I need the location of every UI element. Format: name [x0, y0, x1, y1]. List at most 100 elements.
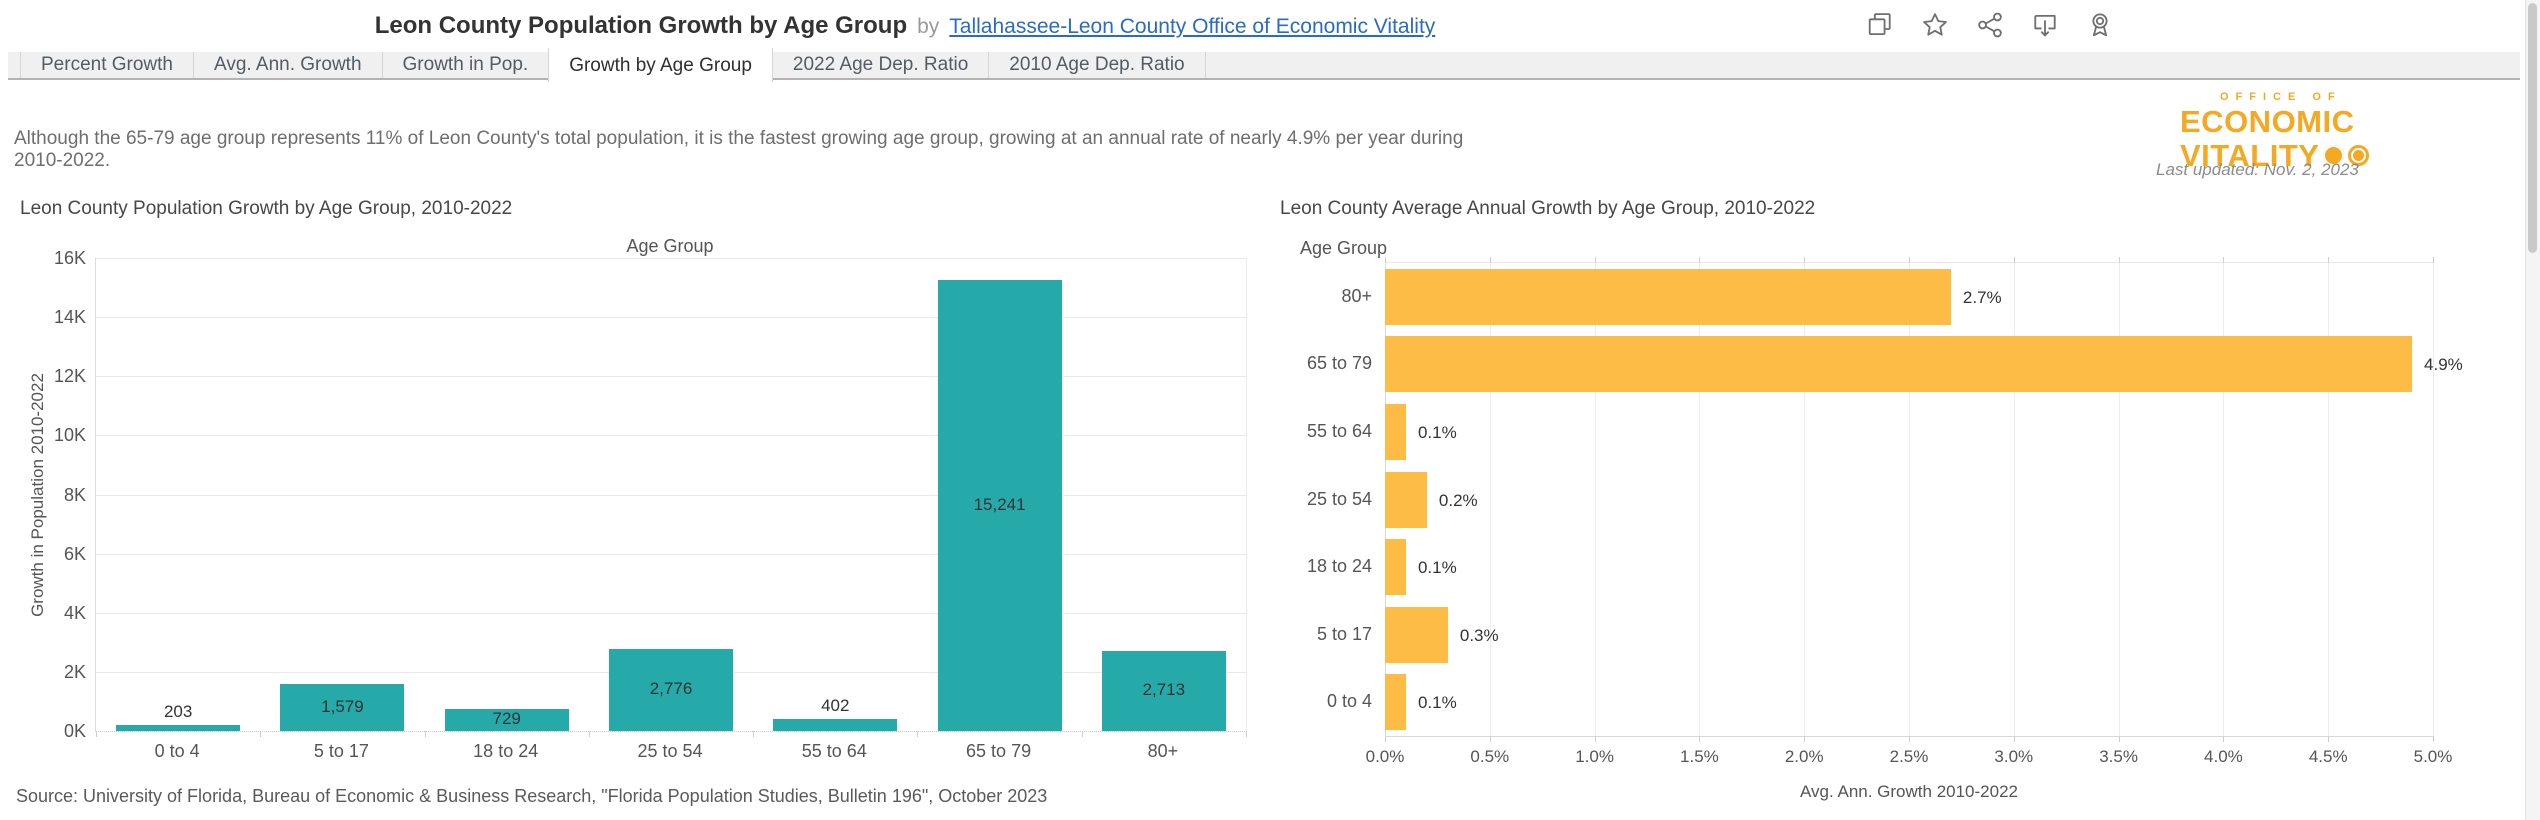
- tab-percent-growth[interactable]: Percent Growth: [20, 52, 193, 78]
- axis-tick: [1699, 257, 1701, 263]
- axis-tick: [1804, 257, 1806, 263]
- axis-tick: [1804, 736, 1806, 742]
- left-chart-y-axis-labels: 0K 2K 4K 6K 8K 10K 12K 14K 16K: [20, 248, 86, 741]
- tab-growth-by-age-group[interactable]: Growth by Age Group: [548, 48, 773, 82]
- y-tick-label: 14K: [53, 307, 86, 328]
- viz-action-toolbar: [1864, 9, 2116, 41]
- bar-value-label: 2,776: [649, 678, 693, 698]
- gridline: [1804, 263, 1806, 736]
- bar-55-to-64[interactable]: [1385, 403, 1406, 460]
- axis-tick: [917, 731, 919, 737]
- gridline: [96, 494, 1246, 496]
- bar-25-to-54[interactable]: [609, 648, 733, 731]
- tab-2022-age-dep-ratio[interactable]: 2022 Age Dep. Ratio: [792, 54, 969, 75]
- axis-tick: [1594, 736, 1596, 742]
- avg-annual-growth-plot: 2.7% 4.9% 0.1% 0.2% 0.1% 0.3% 0.1%: [1385, 257, 2463, 742]
- bar-value-label: 15,241: [973, 494, 1026, 514]
- axis-tick: [2223, 736, 2225, 742]
- axis-tick: [1385, 257, 1386, 263]
- page-title: Leon County Population Growth by Age Gro…: [374, 12, 908, 39]
- sheet-tabs: Percent Growth Avg. Ann. Growth Growth in …: [8, 48, 2520, 82]
- left-chart-category-labels: 0 to 4 5 to 17 18 to 24 25 to 54 55 to 64 65 …: [95, 733, 1245, 763]
- bar-5-to-17[interactable]: [1385, 606, 1448, 663]
- x-tick-label: 1.5%: [1680, 747, 1719, 766]
- logo-emblem-icon: [2323, 145, 2345, 166]
- tabbar-filler: [1204, 52, 2520, 78]
- bar-25-to-54[interactable]: [1385, 471, 1427, 528]
- author-link[interactable]: Tallahassee-Leon County Office of Econom…: [949, 15, 1436, 38]
- category-label: 5 to 17: [313, 741, 369, 761]
- axis-tick: [2013, 257, 2015, 263]
- bar-80[interactable]: [1385, 268, 1951, 325]
- bar-80[interactable]: [1101, 650, 1226, 731]
- category-label: 0 to 4: [1326, 691, 1372, 712]
- axis-tick: [1594, 257, 1596, 263]
- bar-18-to-24[interactable]: [444, 709, 569, 731]
- axis-tick: [1246, 731, 1247, 737]
- tab-2010-age-dep-ratio[interactable]: 2010 Age Dep. Ratio: [988, 52, 1204, 78]
- axis-tick: [1385, 736, 1386, 742]
- tab-avg-ann-growth[interactable]: Avg. Ann. Growth: [193, 52, 382, 78]
- share-icon[interactable]: [1974, 9, 2006, 41]
- scrollbar-thumb[interactable]: [2528, 3, 2537, 253]
- y-tick-label: 8K: [63, 484, 86, 505]
- axis-tick: [1909, 736, 1910, 742]
- bar-0-to-4[interactable]: [116, 725, 241, 731]
- category-label: 0 to 4: [154, 741, 200, 761]
- tab-growth-in-pop[interactable]: Growth in Pop.: [381, 52, 549, 78]
- axis-tick: [96, 731, 97, 737]
- logo-vitality: VITALITY: [2180, 138, 2320, 173]
- y-tick-label: 0K: [63, 721, 86, 741]
- bar-18-to-24[interactable]: [1385, 539, 1406, 596]
- bar-0-to-4[interactable]: [1385, 674, 1406, 731]
- category-label: 5 to 17: [1316, 623, 1372, 644]
- axis-tick: [2118, 257, 2120, 263]
- axis-tick: [2013, 736, 2015, 742]
- category-label: 55 to 64: [1306, 420, 1372, 441]
- gridline: [96, 612, 1246, 614]
- left-chart-title: Leon County Population Growth by Age Gro…: [20, 198, 513, 219]
- gridline: [1699, 263, 1701, 736]
- bar-65-to-79[interactable]: [937, 280, 1062, 731]
- y-tick-label: 6K: [63, 543, 86, 564]
- right-chart-category-labels: 80+ 65 to 79 55 to 64 25 to 54 18 to 24 5 to …: [1240, 262, 1372, 735]
- duplicate-icon[interactable]: [1864, 9, 1896, 41]
- x-tick-label: 0.0%: [1365, 747, 1405, 766]
- x-tick-label: 4.5%: [2308, 747, 2348, 766]
- x-tick-label: 4.0%: [2204, 747, 2243, 766]
- gridline: [2328, 263, 2330, 736]
- axis-tick: [260, 731, 262, 737]
- category-label: 65 to 79: [966, 741, 1032, 761]
- gridline: [96, 258, 1246, 259]
- axis-tick: [2328, 257, 2330, 263]
- x-tick-label: 3.0%: [1994, 747, 2034, 766]
- vertical-scrollbar[interactable]: [2525, 0, 2540, 820]
- x-tick-label: 1.0%: [1575, 747, 1614, 766]
- gridline: [1489, 263, 1491, 736]
- category-label: 80+: [1147, 741, 1179, 761]
- axis-tick: [1909, 257, 1910, 263]
- axis-tick: [1489, 257, 1491, 263]
- bar-65-to-79[interactable]: [1385, 336, 2413, 393]
- x-tick-label: 3.5%: [2099, 747, 2138, 766]
- category-label: 80+: [1341, 285, 1372, 306]
- axis-tick: [2433, 257, 2434, 263]
- bar-value-label: 203: [163, 702, 193, 721]
- favorite-star-icon[interactable]: [1919, 9, 1951, 41]
- gridline: [96, 553, 1246, 555]
- y-tick-label: 2K: [63, 661, 86, 682]
- gridline: [96, 376, 1246, 378]
- bar-value-label: 2,713: [1142, 679, 1186, 699]
- logo-seal-icon: [2348, 145, 2370, 166]
- author-badge-icon[interactable]: [2084, 9, 2116, 41]
- category-label: 55 to 64: [801, 741, 867, 761]
- bar-value-label: 729: [492, 709, 521, 729]
- bar-5-to-17[interactable]: [280, 684, 405, 731]
- population-growth-plot: 203 1,579 729 2,776 402 15,241 2,713: [95, 258, 1247, 737]
- axis-tick: [1489, 736, 1491, 742]
- download-icon[interactable]: [2029, 9, 2061, 41]
- gridline: [2118, 263, 2120, 736]
- gridline: [96, 435, 1246, 437]
- bar-55-to-64[interactable]: [773, 719, 898, 731]
- bar-value-label: 1,579: [321, 696, 364, 716]
